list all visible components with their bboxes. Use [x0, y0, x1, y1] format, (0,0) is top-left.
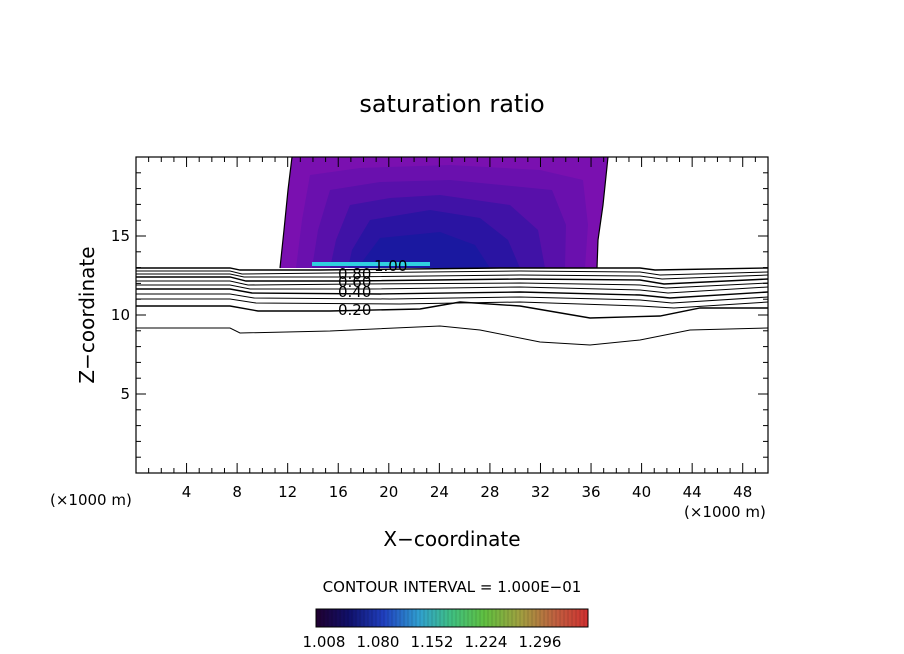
x-tick-label: 20 — [379, 483, 398, 501]
contour-line — [136, 273, 768, 280]
colorbar — [315, 608, 589, 628]
x-tick-label: 24 — [430, 483, 449, 501]
chart-title: saturation ratio — [359, 90, 544, 118]
contour-labels: 1.00 0.80 0.60 0.40 0.20 — [338, 257, 407, 319]
x-tick-label: 48 — [733, 483, 752, 501]
colorbar-tick-label: 1.296 — [519, 633, 562, 651]
contour-line — [136, 270, 768, 276]
fill-outline — [279, 157, 609, 269]
colorbar-tick-label: 1.008 — [303, 633, 346, 651]
x-tick-label: 44 — [683, 483, 702, 501]
colorbar-tick-label: 1.152 — [411, 633, 454, 651]
contour-line — [136, 284, 768, 294]
y-tick-label: 5 — [120, 385, 130, 403]
y-axis-label: Z−coordinate — [75, 246, 99, 383]
plot-area: 1.00 0.80 0.60 0.40 0.20 — [136, 157, 768, 346]
x-tick-label: 40 — [632, 483, 651, 501]
contour-label: 0.60 — [338, 273, 371, 291]
y-tick-label: 10 — [111, 306, 130, 324]
y-tick-label: 15 — [111, 227, 130, 245]
x-tick-label: 12 — [278, 483, 297, 501]
contour-line — [136, 276, 768, 285]
x-unit-left: (×1000 m) — [50, 491, 132, 509]
x-tick-label: 28 — [480, 483, 499, 501]
contour-line — [136, 288, 768, 299]
x-tick-label: 32 — [531, 483, 550, 501]
fill-core — [360, 232, 490, 268]
contour-line — [136, 267, 768, 271]
contour-lines — [136, 267, 768, 346]
x-tick-label: 4 — [182, 483, 192, 501]
contour-label: 0.20 — [338, 301, 371, 319]
colorbar-tick-label: 1.080 — [357, 633, 400, 651]
contour-line — [136, 301, 768, 319]
colorbar-ticks: 1.008 1.080 1.152 1.224 1.296 — [303, 609, 585, 651]
contour-line — [136, 325, 768, 346]
fill-band — [312, 262, 430, 266]
x-tick-label: 16 — [329, 483, 348, 501]
contour-interval-text: CONTOUR INTERVAL = 1.000E−01 — [323, 578, 582, 596]
x-tick-label: 8 — [232, 483, 242, 501]
x-tick-label: 36 — [581, 483, 600, 501]
contour-line — [136, 298, 768, 309]
contour-label: 1.00 — [374, 257, 407, 275]
contour-line — [136, 280, 768, 289]
contour-line — [136, 293, 768, 304]
x-unit-right: (×1000 m) — [684, 503, 766, 521]
contour-label: 0.80 — [338, 265, 371, 283]
x-axis-label: X−coordinate — [383, 527, 520, 551]
colorbar-tick-label: 1.224 — [465, 633, 508, 651]
contour-label: 0.40 — [338, 283, 371, 301]
